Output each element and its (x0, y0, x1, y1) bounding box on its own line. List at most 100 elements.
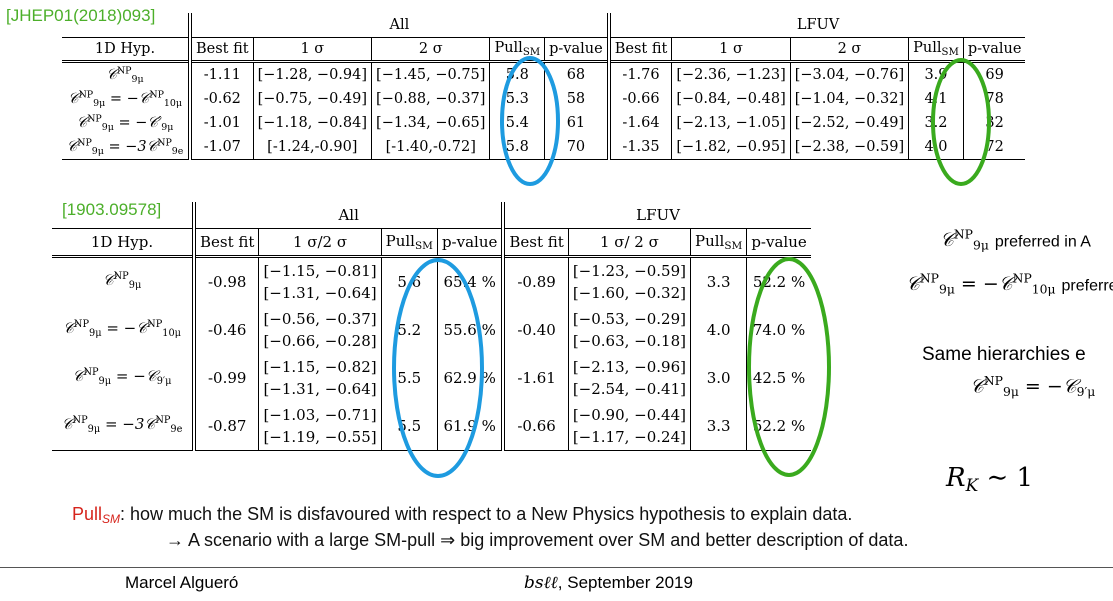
table2-header-3: PullSM (380, 228, 438, 258)
table1-header-10: p-value (962, 37, 1026, 63)
table-cell: [−0.90, −0.44] [−1.17, −0.24] (567, 402, 691, 451)
table-cell: [−2.13, −0.96] [−2.54, −0.41] (567, 354, 691, 402)
table-cell: -0.62 (187, 87, 254, 111)
table1-reference: [JHEP01(2018)093] (6, 6, 156, 25)
table-cell: -1.35 (606, 135, 672, 160)
table2-group-all: All (191, 202, 504, 229)
side-note-3: Same hierarchies e (922, 344, 1086, 365)
table1-header-3: 2 σ (371, 37, 490, 63)
table-cell: [−0.53, −0.29] [−0.63, −0.18] (567, 306, 691, 354)
footer-divider (0, 567, 1113, 568)
rk-formula: RK ∼ 1 (946, 463, 1034, 496)
footer-author: Marcel Algueró (125, 573, 239, 592)
table-cell: 68 (544, 61, 609, 87)
side-note-hyp: 𝒞NP9μ = −𝒞9′μ (970, 374, 1096, 400)
table-cell: [−1.82, −0.95] (671, 135, 791, 160)
hypothesis-cell: 𝒞NP9μ = −𝒞′9μ (76, 113, 174, 133)
table-cell: [-1.24,-0.90] (252, 135, 372, 160)
table-cell: 61 (544, 111, 609, 135)
table-cell: 5.2 (380, 306, 438, 354)
table2-header-1: Best fit (192, 228, 259, 258)
table-row: 𝒞NP9μ = −𝒞NP10μ -0.62 [−0.75, −0.49] [−0.88… (62, 87, 1026, 111)
table-cell: 5.5 (380, 354, 438, 402)
table-cell: -0.89 (501, 256, 569, 306)
table-cell: 3.2 (908, 111, 964, 135)
table1-header-8: 2 σ (789, 37, 909, 63)
hypothesis-cell: 𝒞NP9μ = −𝒞9′μ (72, 367, 172, 388)
table2-group-lfuv: LFUV (501, 202, 811, 229)
blue-circle-table2 (392, 258, 484, 478)
table-cell: -0.66 (501, 402, 569, 451)
table-row: 𝒞NP9μ = −𝒞9′μ -0.99 [−1.15, −0.82] [−1.31, … (52, 354, 811, 402)
table1-header-5: p-value (544, 37, 609, 63)
table-cell: 55.6 % (436, 306, 504, 354)
table2-header-4: p-value (436, 228, 504, 258)
side-note-1: 𝒞NP9μ preferred in A (940, 228, 1091, 254)
table-cell: [-1.40,-0.72] (371, 135, 490, 160)
hypothesis-cell: 𝒞NP9μ = −3𝒞NP9e (52, 402, 194, 451)
table2-header-5: Best fit (501, 228, 569, 258)
table-cell: [−0.56, −0.37] [−0.66, −0.28] (258, 306, 382, 354)
table1-group-lfuv: LFUV (606, 13, 1026, 38)
table-cell: [−1.18, −0.84] (252, 111, 372, 135)
table-row: 𝒞NP9μ = −3𝒞NP9e -1.07 [-1.24,-0.90] [-1.40,… (62, 135, 1026, 160)
table-cell: [−0.88, −0.37] (371, 87, 490, 111)
pull-consequence: → A scenario with a large SM-pull ⇒ big … (166, 530, 909, 550)
table1-header-1: Best fit (187, 37, 254, 63)
table-cell: [−1.23, −0.59] [−1.60, −0.32] (567, 256, 691, 306)
table-cell: [−1.45, −0.75] (371, 61, 490, 87)
table-cell: [−1.15, −0.82] [−1.31, −0.64] (258, 354, 382, 402)
table-cell: 5.3 (489, 87, 545, 111)
table-cell: [−3.04, −0.76] (789, 61, 909, 87)
table2-header-2: 1 σ/2 σ (258, 228, 382, 258)
table-cell: -0.87 (192, 402, 259, 451)
green-circle-table2 (747, 257, 831, 477)
table-cell: 78 (962, 87, 1026, 111)
table-cell: -0.98 (192, 256, 259, 306)
hypothesis-cell: 𝒞NP9μ = −𝒞NP10μ (62, 319, 182, 340)
table-cell: [−1.15, −0.81] [−1.31, −0.64] (258, 256, 382, 306)
table-cell: [−1.04, −0.32] (789, 87, 909, 111)
table-cell: [−2.38, −0.59] (789, 135, 909, 160)
table-cell: -0.46 (192, 306, 259, 354)
table-row: 𝒞NP9μ = −𝒞NP10μ -0.46 [−0.56, −0.37] [−0.66… (52, 306, 811, 354)
table-cell: 32 (962, 111, 1026, 135)
table2-header-0: 1D Hyp. (52, 228, 194, 258)
table-cell: 5.8 (489, 135, 545, 160)
table-cell: 3.9 (908, 61, 964, 87)
table-cell: [−2.52, −0.49] (789, 111, 909, 135)
table-row: 𝒞NP9μ = −3𝒞NP9e -0.87 [−1.03, −0.71] [−1.19… (52, 402, 811, 451)
table-cell: 42.5 % (746, 354, 811, 402)
table-row: 𝒞NP9μ = −𝒞′9μ -1.01 [−1.18, −0.84] [−1.34, … (62, 111, 1026, 135)
table-cell: 72 (962, 135, 1026, 160)
table-cell: -0.99 (192, 354, 259, 402)
table-cell: 4.0 (689, 306, 747, 354)
table-cell: [−0.84, −0.48] (671, 87, 791, 111)
green-circle-table1 (931, 58, 991, 186)
table-cell: 3.3 (689, 256, 747, 306)
table-cell: [−0.75, −0.49] (252, 87, 372, 111)
table-cell: [−2.36, −1.23] (671, 61, 791, 87)
table-cell: 3.0 (689, 354, 747, 402)
table2: All LFUV 1D Hyp. Best fit 1 σ/2 σ PullSM p-v… (52, 202, 811, 451)
hypothesis-cell: 𝒞NP9μ = −3𝒞NP9e (62, 135, 190, 160)
table-cell: -1.76 (606, 61, 672, 87)
table-cell: 74.0 % (746, 306, 811, 354)
table1-header-6: Best fit (606, 37, 672, 63)
footer-conference: bsℓℓ, September 2019 (524, 573, 693, 593)
table2-header-7: PullSM (689, 228, 747, 258)
table-cell: -1.07 (187, 135, 254, 160)
table-cell: 52.2 % (746, 402, 811, 451)
side-note-2: 𝒞NP9μ = −𝒞NP10μ preferre (906, 272, 1113, 298)
hypothesis-cell: 𝒞NP9μ = −𝒞NP10μ (68, 89, 182, 109)
table-row: 𝒞NP9μ -1.11 [−1.28, −0.94] [−1.45, −0.75] 5.… (62, 61, 1026, 87)
table-cell: [−2.13, −1.05] (671, 111, 791, 135)
hypothesis-cell: 𝒞NP9μ (106, 65, 144, 85)
table-cell: 3.3 (689, 402, 747, 451)
table-cell: -1.64 (606, 111, 672, 135)
table1-header-2: 1 σ (252, 37, 372, 63)
hypothesis-cell: 𝒞NP9μ (102, 271, 142, 292)
blue-circle-table1 (500, 56, 560, 186)
